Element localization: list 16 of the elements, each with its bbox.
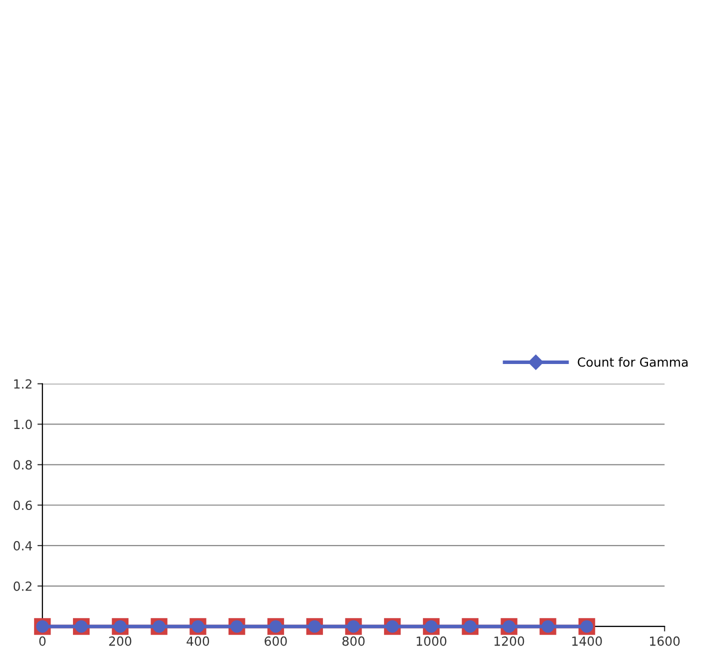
y-tick-label: 1.2 — [14, 379, 32, 389]
x-tick-label: 1000 — [416, 636, 446, 646]
text: Count for Gamma — [578, 357, 688, 367]
x-tick-label: 1200 — [494, 636, 524, 646]
y-tick-label: 1.0 — [14, 420, 32, 430]
y-tick-label: 0.6 — [14, 500, 32, 510]
x-tick-label: 1600 — [650, 636, 680, 646]
x-tick-label: 600 — [264, 636, 287, 646]
y-tick-label: 0.4 — [14, 541, 32, 550]
y-tick-label: 0.8 — [14, 460, 32, 470]
x-tick-label: 400 — [186, 636, 210, 646]
x-tick-label: 1400 — [572, 636, 602, 646]
x-tick-label: 200 — [109, 636, 132, 646]
y-tick-label: 0.2 — [14, 582, 32, 591]
x-tick-label: 0 — [39, 636, 46, 646]
x-tick-label: 800 — [342, 636, 365, 646]
